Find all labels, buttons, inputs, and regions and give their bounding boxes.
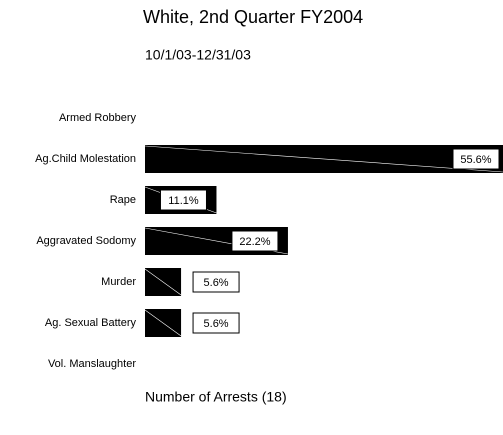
value-label: 5.6% xyxy=(204,318,229,330)
value-label-box xyxy=(159,189,207,211)
y-tick-label: Aggravated Sodomy xyxy=(36,235,136,247)
y-tick-label: Vol. Manslaughter xyxy=(48,358,136,370)
value-label-box xyxy=(231,230,279,252)
value-label: 55.6% xyxy=(460,154,491,166)
value-label: 11.1% xyxy=(168,195,199,207)
value-label-box xyxy=(452,148,500,170)
y-tick-label: Ag. Sexual Battery xyxy=(45,317,137,329)
value-label: 5.6% xyxy=(204,277,229,289)
bar-shine xyxy=(144,145,503,173)
y-tick-label: Murder xyxy=(101,276,136,288)
y-tick-label: Rape xyxy=(110,194,136,206)
chart-title: White, 2nd Quarter FY2004 xyxy=(143,7,363,27)
bar-shine xyxy=(144,309,182,337)
value-label: 22.2% xyxy=(239,236,270,248)
y-tick-label: Armed Robbery xyxy=(59,112,137,124)
bar-shine xyxy=(144,268,182,296)
x-axis-title: Number of Arrests (18) xyxy=(145,389,287,405)
value-label-box xyxy=(192,271,240,293)
chart-subtitle: 10/1/03-12/31/03 xyxy=(145,47,251,63)
value-label-box xyxy=(192,312,240,334)
y-tick-label: Ag.Child Molestation xyxy=(35,153,136,165)
